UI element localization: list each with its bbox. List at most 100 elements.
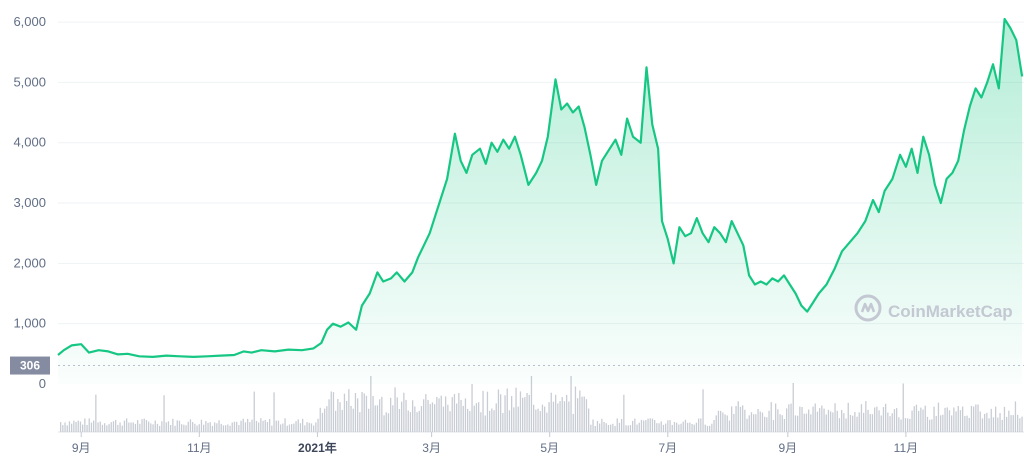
volume-bar — [748, 415, 750, 432]
volume-bar — [669, 420, 671, 432]
volume-bar — [271, 425, 273, 432]
volume-bar — [205, 421, 207, 432]
volume-bar — [845, 418, 847, 432]
volume-bar — [533, 404, 535, 432]
volume-bar — [559, 401, 561, 432]
volume-bar — [777, 409, 779, 432]
volume-bar — [651, 418, 654, 432]
volume-bar — [951, 415, 953, 432]
volume-bar — [288, 424, 291, 432]
volume-bar — [537, 408, 539, 432]
volume-bar — [678, 424, 680, 432]
volume-bar — [841, 410, 843, 432]
volume-bar — [420, 406, 423, 432]
volume-bar — [480, 412, 482, 432]
volume-bar — [79, 421, 82, 432]
x-tick-label: 2021年 — [298, 440, 337, 455]
volume-bar — [935, 416, 937, 432]
volume-bar — [924, 405, 926, 432]
volume-bar — [823, 408, 825, 432]
volume-bar — [339, 402, 341, 432]
volume-bar — [546, 412, 548, 432]
volume-bar — [607, 425, 610, 432]
volume-bar — [808, 409, 810, 432]
volume-bar — [665, 423, 667, 432]
volume-bar — [867, 409, 869, 432]
volume-bar — [486, 391, 489, 432]
volume-bar — [440, 395, 442, 432]
volume-bar — [222, 425, 225, 432]
volume-bar — [203, 424, 205, 432]
volume-bar — [332, 392, 335, 432]
volume-bar — [194, 423, 196, 432]
volume-bar — [904, 418, 907, 432]
volume-bar — [506, 388, 508, 432]
volume-bar — [260, 418, 262, 432]
coinmarketcap-logo-icon — [854, 294, 882, 322]
volume-bar — [733, 413, 735, 432]
volume-bar — [64, 422, 66, 432]
volume-bar — [755, 414, 757, 432]
volume-bar — [761, 412, 764, 432]
volume-bar — [621, 419, 623, 432]
volume-bar — [84, 418, 86, 432]
volume-bar — [768, 410, 770, 432]
volume-bar — [99, 421, 101, 432]
volume-bar — [603, 421, 605, 432]
volume-bar — [471, 384, 473, 432]
volume-bar — [858, 412, 860, 432]
y-tick-label: 5,000 — [13, 74, 46, 89]
volume-bar — [211, 425, 214, 432]
volume-bar — [350, 405, 352, 432]
volume-bar — [403, 392, 405, 432]
volume-bar — [887, 412, 889, 432]
volume-bar — [742, 405, 744, 432]
volume-bar — [990, 408, 992, 432]
volume-bar — [1017, 414, 1019, 432]
x-tick-label: 9月 — [72, 441, 91, 455]
volume-bar — [722, 412, 724, 432]
volume-bar — [684, 419, 687, 432]
volume-bar — [416, 412, 418, 432]
volume-bar — [117, 424, 119, 432]
volume-bar — [1008, 410, 1010, 432]
volume-bar — [491, 408, 493, 432]
volume-bar — [139, 423, 141, 432]
volume-bar — [502, 413, 504, 432]
volume-bar — [357, 398, 359, 432]
volume-bar — [229, 425, 231, 432]
volume-bar — [783, 419, 786, 432]
volume-bar — [207, 422, 209, 432]
volume-bar — [460, 399, 462, 432]
y-tick-label: 6,000 — [13, 14, 46, 29]
volume-bar — [896, 408, 898, 432]
volume-bar — [315, 422, 317, 432]
volume-bar — [517, 406, 519, 432]
volume-bar — [233, 421, 236, 432]
watermark-text: CoinMarketCap — [888, 302, 1013, 321]
volume-bar — [306, 422, 308, 432]
volume-bar — [882, 407, 885, 432]
volume-bar — [770, 402, 772, 432]
volume-bar — [880, 415, 882, 432]
volume-bar — [310, 423, 313, 432]
x-axis-ticks: 9月 11月 2021年 3月 5月 7月 9月 11月 — [72, 432, 918, 455]
volume-bar — [68, 421, 71, 432]
volume-bar — [992, 417, 995, 432]
volume-bar — [772, 420, 775, 432]
volume-bar — [753, 414, 755, 432]
volume-bar — [141, 419, 143, 432]
volume-bar — [348, 389, 350, 432]
volume-bar — [284, 418, 286, 432]
volume-bar — [392, 405, 394, 432]
volume-bar — [920, 407, 922, 432]
volume-bar — [130, 422, 132, 432]
volume-bar — [676, 422, 678, 432]
volume-bar — [957, 406, 959, 432]
volume-bar — [590, 424, 592, 432]
volume-bar — [381, 396, 383, 432]
volume-bar — [550, 392, 552, 432]
volume-bar — [262, 420, 264, 432]
volume-bar — [423, 399, 425, 432]
volume-bar — [407, 410, 409, 432]
